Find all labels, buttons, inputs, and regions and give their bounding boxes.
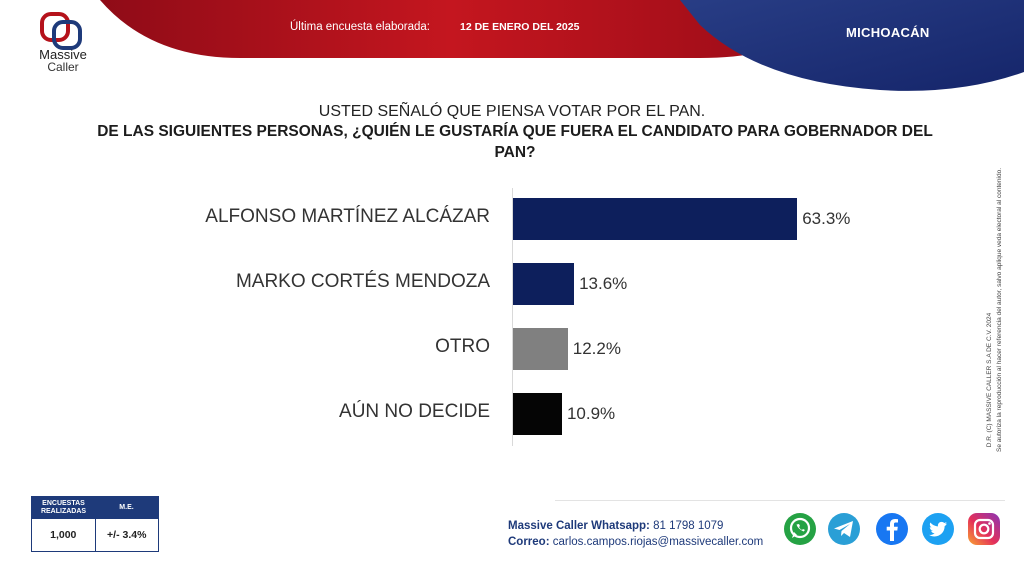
massive-caller-logo-icon bbox=[40, 12, 82, 50]
bar bbox=[513, 393, 562, 435]
copyright-line: D.R. (C) MASSIVE CALLER S.A DE C.V. 2024 bbox=[986, 312, 993, 447]
logo-line2: Caller bbox=[47, 60, 79, 74]
category-label: OTRO bbox=[435, 336, 490, 357]
survey-stats-table: ENCUESTAS REALIZADAS M.E. 1,000 +/- 3.4% bbox=[31, 496, 159, 552]
region-title: MICHOACÁN bbox=[846, 25, 930, 40]
facebook-icon[interactable] bbox=[874, 511, 910, 547]
category-label: MARKO CORTÉS MENDOZA bbox=[235, 271, 490, 292]
telegram-icon[interactable] bbox=[826, 511, 862, 547]
logo-line1: Massive bbox=[39, 47, 87, 62]
email-link[interactable]: carlos.campos.riojas@massivecaller.com bbox=[552, 536, 764, 548]
chart-axis bbox=[512, 188, 513, 446]
surveys-header: ENCUESTAS REALIZADAS bbox=[40, 500, 87, 515]
value-label: 63.3% bbox=[802, 209, 851, 228]
header-banner bbox=[100, 0, 1024, 91]
value-label: 13.6% bbox=[579, 274, 628, 293]
instagram-icon[interactable] bbox=[966, 511, 1002, 547]
logo-wordmark: Massive Caller bbox=[28, 48, 98, 74]
value-label: 10.9% bbox=[566, 404, 616, 423]
survey-date-label: Última encuesta elaborada: bbox=[290, 21, 430, 33]
reproduction-note: Se autoriza la reproducción al hacer ref… bbox=[996, 168, 1003, 452]
contact-info: Massive Caller Whatsapp: 81 1798 1079 Co… bbox=[508, 518, 763, 550]
surveys-count: 1,000 bbox=[32, 519, 96, 551]
copyright-note: D.R. (C) MASSIVE CALLER S.A DE C.V. 2024… bbox=[986, 168, 1003, 452]
footer-divider bbox=[555, 500, 1005, 501]
survey-date: 12 DE ENERO DEL 2025 bbox=[460, 21, 580, 33]
category-label: ALFONSO MARTÍNEZ ALCÁZAR bbox=[205, 206, 490, 227]
question-intro: USTED SEÑALÓ QUE PIENSA VOTAR POR EL PAN… bbox=[318, 103, 706, 120]
twitter-icon[interactable] bbox=[920, 511, 956, 547]
category-label: AÚN NO DECIDE bbox=[339, 401, 490, 422]
value-label: 12.2% bbox=[572, 339, 621, 358]
bar bbox=[513, 263, 575, 305]
bar bbox=[513, 328, 568, 370]
question-title: DE LAS SIGUIENTES PERSONAS, ¿QUIÉN LE GU… bbox=[97, 123, 933, 161]
email-label: Correo: bbox=[508, 536, 550, 548]
margin-error-value: +/- 3.4% bbox=[107, 529, 147, 541]
whatsapp-label: Massive Caller Whatsapp: bbox=[508, 520, 650, 532]
whatsapp-number[interactable]: 81 1798 1079 bbox=[653, 520, 724, 532]
margin-error-header: M.E. bbox=[119, 504, 134, 511]
whatsapp-icon[interactable] bbox=[782, 511, 818, 547]
bar bbox=[513, 198, 798, 240]
